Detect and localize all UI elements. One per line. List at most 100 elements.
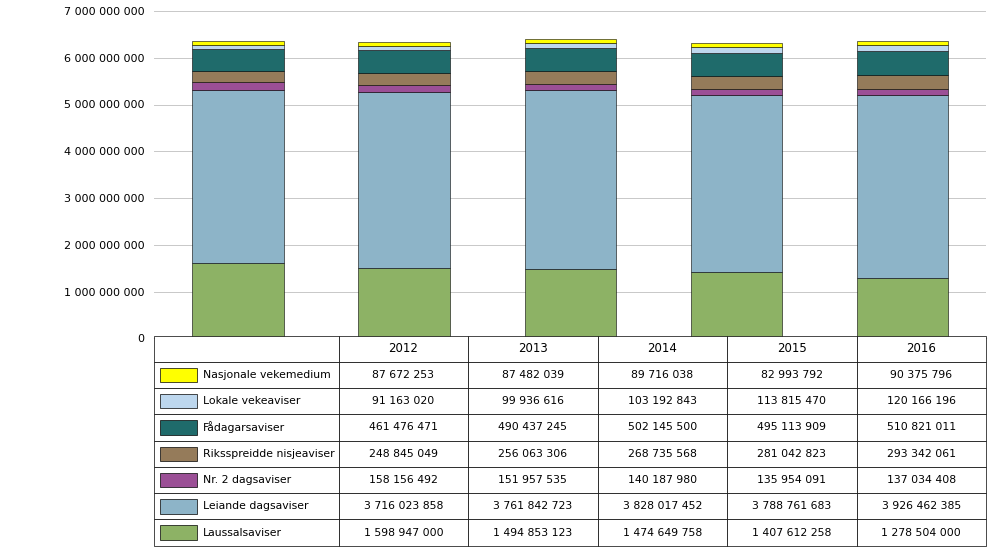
Text: 3 716 023 858: 3 716 023 858 bbox=[364, 501, 443, 512]
Text: 140 187 980: 140 187 980 bbox=[627, 475, 697, 485]
Bar bbox=[857, 414, 986, 441]
Bar bbox=[525, 48, 616, 72]
Bar bbox=[160, 394, 197, 409]
Text: 1 474 649 758: 1 474 649 758 bbox=[622, 527, 702, 537]
Text: 103 192 843: 103 192 843 bbox=[627, 396, 697, 406]
Bar bbox=[154, 336, 339, 362]
Bar bbox=[154, 467, 339, 493]
Bar bbox=[160, 499, 197, 514]
Text: 137 034 408: 137 034 408 bbox=[886, 475, 956, 485]
Bar bbox=[690, 43, 782, 47]
Text: 120 166 196: 120 166 196 bbox=[886, 396, 956, 406]
Bar bbox=[727, 493, 857, 519]
Bar bbox=[598, 519, 727, 546]
Bar bbox=[690, 47, 782, 53]
Bar bbox=[857, 51, 948, 75]
Text: 256 063 306: 256 063 306 bbox=[498, 449, 568, 459]
Text: 1 278 504 000: 1 278 504 000 bbox=[881, 527, 961, 537]
Bar bbox=[359, 268, 450, 338]
Text: 268 735 568: 268 735 568 bbox=[627, 449, 697, 459]
Text: 3 788 761 683: 3 788 761 683 bbox=[752, 501, 832, 512]
Bar bbox=[192, 90, 284, 263]
Bar bbox=[857, 89, 948, 95]
Text: 113 815 470: 113 815 470 bbox=[757, 396, 827, 406]
Bar bbox=[192, 45, 284, 49]
Bar bbox=[598, 467, 727, 493]
Bar bbox=[857, 75, 948, 89]
Text: 461 476 471: 461 476 471 bbox=[369, 422, 438, 432]
Text: Lokale vekeaviser: Lokale vekeaviser bbox=[203, 396, 301, 406]
Bar bbox=[154, 493, 339, 519]
Bar bbox=[690, 272, 782, 338]
Bar bbox=[525, 43, 616, 48]
Bar bbox=[598, 336, 727, 362]
Bar bbox=[339, 414, 468, 441]
Bar bbox=[359, 92, 450, 268]
Bar bbox=[160, 473, 197, 487]
Bar bbox=[339, 441, 468, 467]
Text: 3 761 842 723: 3 761 842 723 bbox=[493, 501, 573, 512]
Bar bbox=[690, 76, 782, 89]
Bar bbox=[154, 519, 339, 546]
Bar bbox=[727, 336, 857, 362]
Bar bbox=[857, 95, 948, 278]
Bar bbox=[690, 53, 782, 76]
Text: 2014: 2014 bbox=[647, 342, 677, 355]
Text: 1 407 612 258: 1 407 612 258 bbox=[752, 527, 832, 537]
Bar bbox=[857, 388, 986, 414]
Text: 89 716 038: 89 716 038 bbox=[631, 370, 693, 380]
Text: 90 375 796: 90 375 796 bbox=[890, 370, 952, 380]
Bar bbox=[598, 493, 727, 519]
Text: 293 342 061: 293 342 061 bbox=[886, 449, 956, 459]
Text: 87 672 253: 87 672 253 bbox=[373, 370, 434, 380]
Bar bbox=[525, 270, 616, 338]
Text: 2012: 2012 bbox=[388, 342, 418, 355]
Text: Fådagarsaviser: Fådagarsaviser bbox=[203, 421, 286, 433]
Text: Nasjonale vekemedium: Nasjonale vekemedium bbox=[203, 370, 331, 380]
Text: 248 845 049: 248 845 049 bbox=[369, 449, 438, 459]
Bar bbox=[598, 414, 727, 441]
Text: 490 437 245: 490 437 245 bbox=[498, 422, 568, 432]
Bar bbox=[154, 414, 339, 441]
Bar bbox=[192, 41, 284, 45]
Bar bbox=[525, 84, 616, 90]
Bar bbox=[598, 441, 727, 467]
Bar bbox=[468, 414, 598, 441]
Text: Leiande dagsaviser: Leiande dagsaviser bbox=[203, 501, 309, 512]
Bar bbox=[359, 85, 450, 92]
Bar bbox=[598, 362, 727, 388]
Bar bbox=[192, 82, 284, 90]
Bar bbox=[160, 368, 197, 382]
Text: 135 954 091: 135 954 091 bbox=[757, 475, 827, 485]
Bar bbox=[468, 467, 598, 493]
Text: 3 926 462 385: 3 926 462 385 bbox=[881, 501, 961, 512]
Bar bbox=[727, 388, 857, 414]
Bar bbox=[192, 71, 284, 82]
Text: 1 598 947 000: 1 598 947 000 bbox=[364, 527, 443, 537]
Bar bbox=[359, 42, 450, 46]
Bar bbox=[468, 336, 598, 362]
Bar bbox=[727, 441, 857, 467]
Bar bbox=[154, 441, 339, 467]
Bar bbox=[727, 362, 857, 388]
Text: Riksspreidde nisjeaviser: Riksspreidde nisjeaviser bbox=[203, 449, 335, 459]
Bar bbox=[857, 336, 986, 362]
Bar bbox=[192, 263, 284, 338]
Bar bbox=[857, 467, 986, 493]
Bar bbox=[192, 49, 284, 71]
Text: 82 993 792: 82 993 792 bbox=[761, 370, 823, 380]
Bar bbox=[468, 519, 598, 546]
Bar bbox=[154, 388, 339, 414]
Text: 3 828 017 452: 3 828 017 452 bbox=[622, 501, 702, 512]
Text: 502 145 500: 502 145 500 bbox=[627, 422, 697, 432]
Bar bbox=[857, 441, 986, 467]
Bar bbox=[160, 447, 197, 461]
Text: 1 494 853 123: 1 494 853 123 bbox=[493, 527, 573, 537]
Text: 99 936 616: 99 936 616 bbox=[502, 396, 564, 406]
Bar bbox=[154, 362, 339, 388]
Bar bbox=[339, 519, 468, 546]
Text: 158 156 492: 158 156 492 bbox=[369, 475, 438, 485]
Bar bbox=[857, 519, 986, 546]
Bar bbox=[339, 362, 468, 388]
Bar bbox=[857, 362, 986, 388]
